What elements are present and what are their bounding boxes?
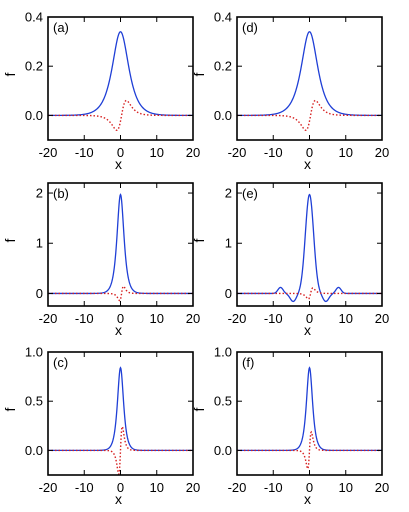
panel-label-e: (e) xyxy=(242,186,258,201)
y-tick-label: 0.2 xyxy=(25,59,43,74)
x-tick-label: 20 xyxy=(375,480,389,495)
x-axis-label: x xyxy=(115,322,122,338)
y-axis-label: f xyxy=(191,72,207,76)
series-f-1 xyxy=(237,366,382,452)
x-tick-label: -10 xyxy=(75,145,94,160)
y-tick-label: 2 xyxy=(36,186,43,201)
y-axis-label: f xyxy=(191,407,207,411)
x-tick-label: 20 xyxy=(375,311,389,326)
series-f-2 xyxy=(237,430,382,471)
x-axis-label: x xyxy=(115,156,122,172)
y-axis-label: f xyxy=(191,238,207,242)
panel-label-b: (b) xyxy=(53,186,69,201)
x-axis-label: x xyxy=(304,491,311,507)
x-tick-label: 0 xyxy=(117,480,124,495)
y-axis-label: f xyxy=(2,238,18,242)
series-d-2 xyxy=(237,99,382,131)
panel-e: -20 -10 0 10 20 0 1 2 x f (e) xyxy=(191,182,389,338)
series-e-1 xyxy=(237,193,382,303)
panel-label-c: (c) xyxy=(53,355,68,370)
x-tick-label: -10 xyxy=(264,311,283,326)
plot-frame-e xyxy=(236,182,383,307)
x-tick-label: 10 xyxy=(339,311,353,326)
series-c-1 xyxy=(48,366,193,452)
plot-frame-b xyxy=(47,182,194,307)
y-tick-label: 0.5 xyxy=(214,394,232,409)
x-axis-label: x xyxy=(304,322,311,338)
panel-f: -20 -10 0 10 20 0.0 0.5 1.0 x f (f) xyxy=(191,345,389,508)
x-tick-label: -10 xyxy=(75,480,94,495)
x-tick-label: 0 xyxy=(306,480,313,495)
y-tick-label: 0 xyxy=(36,286,43,301)
x-tick-label: -10 xyxy=(75,311,94,326)
series-a-1 xyxy=(48,31,193,117)
y-tick-label: 1 xyxy=(36,236,43,251)
x-axis-label: x xyxy=(304,156,311,172)
panel-c: -20 -10 0 10 20 0.0 0.5 1.0 x f (c) xyxy=(2,345,200,508)
panel-b: -20 -10 0 10 20 0 1 2 x f (b) xyxy=(2,182,200,338)
x-tick-label: -20 xyxy=(228,480,247,495)
x-tick-label: 10 xyxy=(339,145,353,160)
panel-label-d: (d) xyxy=(242,20,258,35)
y-tick-label: 0.0 xyxy=(214,108,232,123)
x-tick-label: 10 xyxy=(150,311,164,326)
y-axis-label: f xyxy=(2,407,18,411)
x-tick-label: 10 xyxy=(150,145,164,160)
panel-label-a: (a) xyxy=(53,20,69,35)
x-tick-label: 10 xyxy=(339,480,353,495)
panel-a: -20 -10 0 10 20 0.0 0.2 0.4 x f (a) xyxy=(2,10,200,173)
series-c-2 xyxy=(48,425,193,475)
series-b-2 xyxy=(48,285,193,302)
panel-d: -20 -10 0 10 20 0.0 0.2 0.4 x f (d) xyxy=(191,10,389,173)
x-tick-label: -10 xyxy=(264,145,283,160)
x-tick-label: 0 xyxy=(306,145,313,160)
y-tick-label: 2 xyxy=(225,186,232,201)
y-tick-label: 1 xyxy=(225,236,232,251)
x-tick-label: 10 xyxy=(150,480,164,495)
x-tick-label: -20 xyxy=(228,311,247,326)
y-tick-label: 0 xyxy=(225,286,232,301)
panel-label-f: (f) xyxy=(242,355,254,370)
x-tick-label: -10 xyxy=(264,480,283,495)
y-tick-label: 0.0 xyxy=(25,443,43,458)
series-a-2 xyxy=(48,99,193,131)
x-axis-label: x xyxy=(115,491,122,507)
x-tick-label: 20 xyxy=(186,311,200,326)
x-tick-label: -20 xyxy=(39,311,58,326)
y-tick-label: 0.0 xyxy=(214,443,232,458)
y-tick-label: 0.4 xyxy=(25,10,43,25)
y-tick-label: 1.0 xyxy=(25,345,43,360)
y-tick-label: 1.0 xyxy=(214,345,232,360)
x-tick-label: -20 xyxy=(39,145,58,160)
y-axis-label: f xyxy=(2,72,18,76)
x-tick-label: 0 xyxy=(117,311,124,326)
series-d-1 xyxy=(237,31,382,117)
x-tick-label: 20 xyxy=(186,145,200,160)
x-tick-label: -20 xyxy=(228,145,247,160)
x-tick-label: 0 xyxy=(306,311,313,326)
y-tick-label: 0.4 xyxy=(214,10,232,25)
x-tick-label: 20 xyxy=(186,480,200,495)
y-tick-label: 0.0 xyxy=(25,108,43,123)
x-tick-label: 20 xyxy=(375,145,389,160)
y-tick-label: 0.2 xyxy=(214,59,232,74)
x-tick-label: 0 xyxy=(117,145,124,160)
series-b-1 xyxy=(48,193,193,295)
x-tick-label: -20 xyxy=(39,480,58,495)
y-tick-label: 0.5 xyxy=(25,394,43,409)
